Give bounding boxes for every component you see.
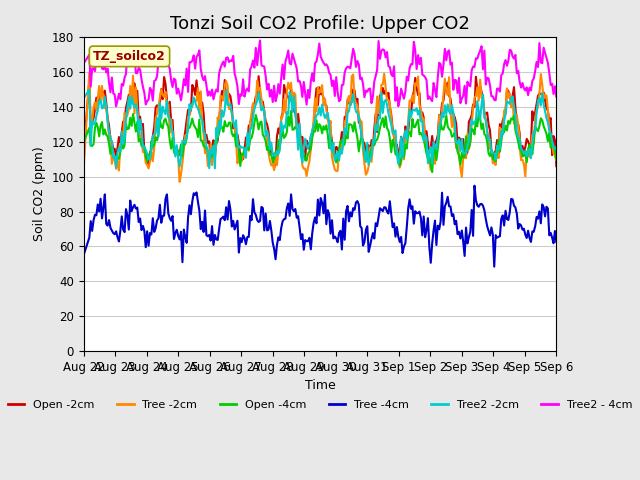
Title: Tonzi Soil CO2 Profile: Upper CO2: Tonzi Soil CO2 Profile: Upper CO2 xyxy=(170,15,470,33)
X-axis label: Time: Time xyxy=(305,379,335,392)
Text: TZ_soilco2: TZ_soilco2 xyxy=(93,50,166,63)
Y-axis label: Soil CO2 (ppm): Soil CO2 (ppm) xyxy=(33,147,46,241)
Legend: Open -2cm, Tree -2cm, Open -4cm, Tree -4cm, Tree2 -2cm, Tree2 - 4cm: Open -2cm, Tree -2cm, Open -4cm, Tree -4… xyxy=(3,396,637,414)
